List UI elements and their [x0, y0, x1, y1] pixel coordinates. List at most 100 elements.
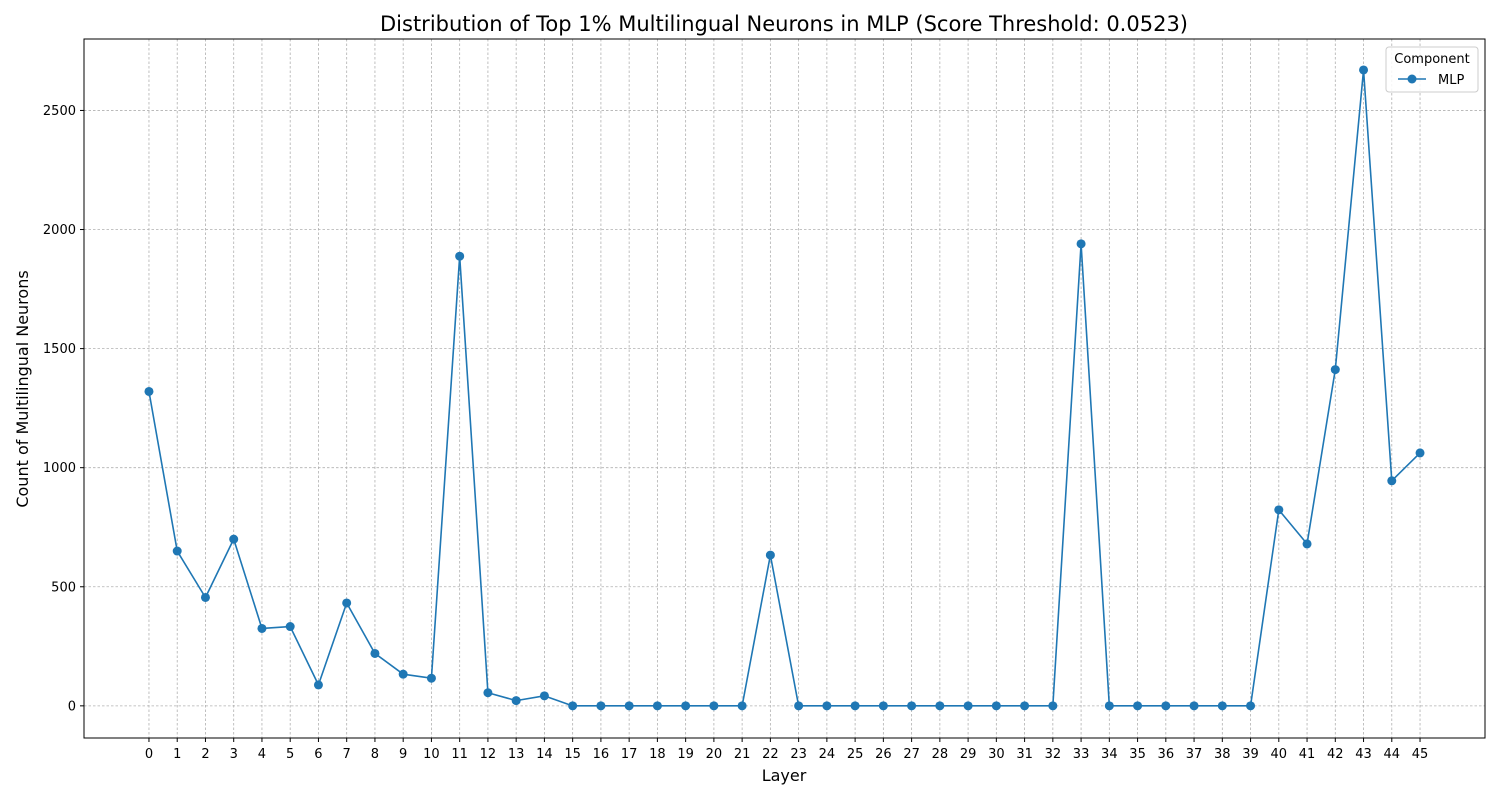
x-tick-label: 26 [875, 747, 892, 762]
data-point [398, 669, 408, 679]
chart-title: Distribution of Top 1% Multilingual Neur… [380, 12, 1188, 36]
x-tick-label: 30 [988, 747, 1005, 762]
data-point [1133, 701, 1143, 711]
y-axis-label: Count of Multilingual Neurons [13, 270, 32, 507]
x-tick-label: 18 [649, 747, 666, 762]
x-tick-label: 16 [593, 747, 610, 762]
data-point [709, 701, 719, 711]
x-tick-label: 15 [564, 747, 581, 762]
data-point [1189, 701, 1199, 711]
data-point [1415, 448, 1425, 458]
x-tick-label: 39 [1242, 747, 1259, 762]
data-point [765, 550, 775, 560]
x-tick-label: 37 [1186, 747, 1203, 762]
x-tick-label: 34 [1101, 747, 1118, 762]
data-point [1387, 476, 1397, 486]
plot-frame [83, 38, 1486, 739]
data-point [652, 701, 662, 711]
data-point [426, 673, 436, 683]
y-tick-label: 1500 [43, 342, 76, 357]
x-tick-label: 23 [790, 747, 807, 762]
x-tick-label: 1 [173, 747, 181, 762]
x-tick-label: 3 [230, 747, 238, 762]
data-point [794, 701, 804, 711]
y-tick-label: 2000 [43, 223, 76, 238]
grid-layer [84, 39, 1485, 738]
data-point [539, 691, 549, 701]
legend-title: Component [1394, 52, 1469, 67]
data-point [624, 701, 634, 711]
data-point [963, 701, 973, 711]
y-tick-label: 500 [51, 580, 76, 595]
data-point [511, 696, 521, 706]
data-point [455, 251, 465, 261]
x-tick-label: 43 [1355, 747, 1372, 762]
data-point [483, 688, 493, 698]
x-tick-label: 20 [706, 747, 723, 762]
x-tick-label: 33 [1073, 747, 1090, 762]
data-point [200, 592, 210, 602]
x-tick-label: 40 [1271, 747, 1288, 762]
x-tick-label: 22 [762, 747, 779, 762]
x-tick-label: 38 [1214, 747, 1231, 762]
data-point [1020, 701, 1030, 711]
x-tick-label: 10 [423, 747, 440, 762]
data-point [935, 701, 945, 711]
x-tick-label: 14 [536, 747, 553, 762]
data-point [1274, 505, 1284, 515]
x-tick-label: 2 [201, 747, 209, 762]
x-tick-label: 45 [1412, 747, 1429, 762]
x-tick-label: 24 [819, 747, 836, 762]
x-tick-label: 12 [480, 747, 497, 762]
data-point [313, 680, 323, 690]
legend-marker-mlp [1407, 74, 1417, 84]
data-point [229, 534, 239, 544]
data-point [172, 546, 182, 556]
data-point [568, 701, 578, 711]
data-point [596, 701, 606, 711]
data-point [285, 622, 295, 632]
x-tick-label: 6 [314, 747, 322, 762]
data-point [1302, 539, 1312, 549]
data-point [1359, 65, 1369, 75]
data-point [1076, 239, 1086, 249]
data-point [1246, 701, 1256, 711]
x-tick-label: 28 [932, 747, 949, 762]
x-axis-label: Layer [762, 766, 807, 785]
data-point [991, 701, 1001, 711]
ticks-layer: 0 1 2 3 4 5 6 7 8 9 10 11 12 13 14 15 16 17 18 19 20 21 22 23 24… [43, 104, 1428, 762]
y-tick-label: 1000 [43, 461, 76, 476]
x-tick-label: 29 [960, 747, 977, 762]
series-line-mlp [148, 69, 1421, 707]
data-point [878, 701, 888, 711]
x-tick-label: 17 [621, 747, 638, 762]
data-point [342, 598, 352, 608]
x-tick-label: 8 [371, 747, 379, 762]
x-tick-label: 5 [286, 747, 294, 762]
data-point [822, 701, 832, 711]
legend-entry-mlp: MLP [1438, 73, 1464, 88]
data-point [1048, 701, 1058, 711]
x-tick-label: 41 [1299, 747, 1316, 762]
data-point [681, 701, 691, 711]
legend: Component MLP [1385, 46, 1479, 93]
x-tick-label: 27 [903, 747, 920, 762]
x-tick-label: 13 [508, 747, 525, 762]
data-point [737, 701, 747, 711]
x-tick-label: 36 [1158, 747, 1175, 762]
x-tick-label: 7 [343, 747, 351, 762]
data-point [1161, 701, 1171, 711]
data-point [1330, 365, 1340, 375]
x-tick-label: 11 [451, 747, 468, 762]
data-point [907, 701, 917, 711]
data-point [1104, 701, 1114, 711]
x-tick-label: 44 [1384, 747, 1401, 762]
x-tick-label: 21 [734, 747, 751, 762]
x-tick-label: 31 [1016, 747, 1033, 762]
data-point [257, 623, 267, 633]
y-tick-label: 0 [68, 699, 76, 714]
data-point [144, 386, 154, 396]
x-tick-label: 25 [847, 747, 864, 762]
x-tick-label: 32 [1045, 747, 1062, 762]
